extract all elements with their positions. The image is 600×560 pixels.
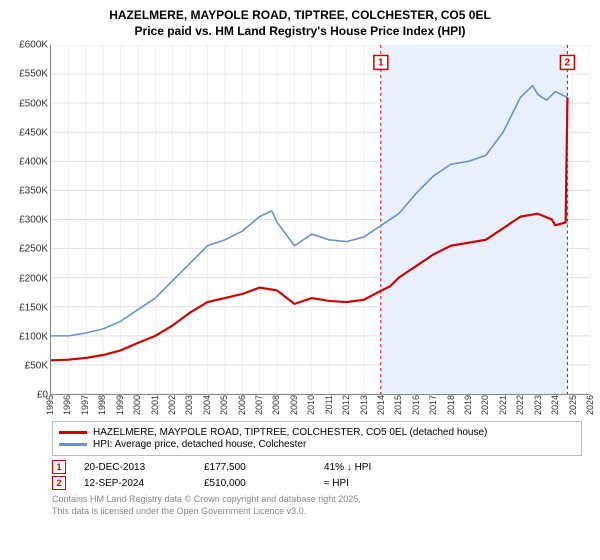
y-tick-label: £500K [19, 98, 48, 109]
y-axis-labels: £0£50K£100K£150K£200K£250K£300K£350K£400… [10, 45, 50, 395]
x-tick-label: 2000 [132, 395, 142, 415]
marker-price: £177,500 [204, 462, 324, 473]
x-tick-label: 2021 [498, 395, 508, 415]
x-tick-label: 2019 [463, 395, 473, 415]
chart-container: HAZELMERE, MAYPOLE ROAD, TIPTREE, COLCHE… [0, 0, 600, 522]
x-tick-label: 1996 [62, 395, 72, 415]
x-tick-label: 2013 [359, 395, 369, 415]
x-tick-label: 2004 [202, 395, 212, 415]
x-tick-label: 1999 [115, 395, 125, 415]
y-tick-label: £450K [19, 127, 48, 138]
plot-area: £0£50K£100K£150K£200K£250K£300K£350K£400… [10, 45, 590, 415]
svg-text:1: 1 [378, 58, 384, 69]
y-tick-label: £50K [25, 361, 48, 372]
chart-svg: 12 [50, 45, 590, 395]
y-tick-label: £350K [19, 186, 48, 197]
marker-price: £510,000 [204, 478, 324, 489]
x-tick-label: 2024 [550, 395, 560, 415]
marker-id-box: 1 [52, 460, 66, 474]
marker-id-box: 2 [52, 476, 66, 490]
marker-date: 20-DEC-2013 [84, 462, 204, 473]
x-tick-label: 1995 [45, 395, 55, 415]
x-tick-label: 2014 [376, 395, 386, 415]
marker-delta: 41% ↓ HPI [324, 462, 444, 473]
legend-label: HAZELMERE, MAYPOLE ROAD, TIPTREE, COLCHE… [93, 427, 487, 438]
footer-line-1: Contains HM Land Registry data © Crown c… [52, 494, 590, 506]
marker-table: 1 20-DEC-2013£177,50041% ↓ HPI 2 12-SEP-202… [52, 460, 582, 490]
legend-item: HPI: Average price, detached house, Colc… [59, 439, 575, 450]
y-tick-label: £300K [19, 215, 48, 226]
x-tick-label: 1997 [80, 395, 90, 415]
y-tick-label: £150K [19, 302, 48, 313]
title-line-2: Price paid vs. HM Land Registry's House … [10, 24, 590, 40]
chart-title: HAZELMERE, MAYPOLE ROAD, TIPTREE, COLCHE… [10, 8, 590, 39]
x-tick-label: 2015 [393, 395, 403, 415]
x-tick-label: 2002 [167, 395, 177, 415]
legend: HAZELMERE, MAYPOLE ROAD, TIPTREE, COLCHE… [52, 421, 582, 456]
title-line-1: HAZELMERE, MAYPOLE ROAD, TIPTREE, COLCHE… [10, 8, 590, 24]
x-tick-label: 2026 [585, 395, 595, 415]
marker-date: 12-SEP-2024 [84, 478, 204, 489]
footer-line-2: This data is licensed under the Open Gov… [52, 506, 590, 518]
x-tick-label: 2007 [254, 395, 264, 415]
y-tick-label: £200K [19, 273, 48, 284]
x-tick-label: 2025 [568, 395, 578, 415]
x-tick-label: 2012 [341, 395, 351, 415]
y-tick-label: £100K [19, 331, 48, 342]
x-tick-label: 2020 [480, 395, 490, 415]
svg-text:2: 2 [565, 58, 571, 69]
y-tick-label: £600K [19, 40, 48, 51]
footer-attribution: Contains HM Land Registry data © Crown c… [52, 494, 590, 517]
marker-row: 1 20-DEC-2013£177,50041% ↓ HPI [52, 460, 582, 474]
x-tick-label: 2003 [184, 395, 194, 415]
x-tick-label: 2022 [515, 395, 525, 415]
x-tick-label: 2017 [428, 395, 438, 415]
x-tick-label: 2018 [446, 395, 456, 415]
x-tick-label: 2016 [411, 395, 421, 415]
x-tick-label: 2005 [219, 395, 229, 415]
x-tick-label: 2001 [150, 395, 160, 415]
legend-swatch [59, 431, 87, 434]
y-tick-label: £400K [19, 156, 48, 167]
x-tick-label: 2011 [324, 395, 334, 414]
legend-item: HAZELMERE, MAYPOLE ROAD, TIPTREE, COLCHE… [59, 427, 575, 438]
legend-swatch [59, 443, 87, 446]
x-tick-label: 1998 [97, 395, 107, 415]
x-tick-label: 2010 [306, 395, 316, 415]
x-tick-label: 2006 [237, 395, 247, 415]
marker-row: 2 12-SEP-2024£510,000≈ HPI [52, 476, 582, 490]
shade-group [381, 45, 568, 394]
marker-delta: ≈ HPI [324, 478, 444, 489]
x-tick-label: 2008 [271, 395, 281, 415]
x-tick-label: 2009 [289, 395, 299, 415]
x-tick-label: 2023 [533, 395, 543, 415]
legend-label: HPI: Average price, detached house, Colc… [93, 439, 306, 450]
x-axis-labels: 1995199619971998199920002001200220032004… [50, 395, 590, 415]
y-tick-label: £250K [19, 244, 48, 255]
y-tick-label: £550K [19, 69, 48, 80]
